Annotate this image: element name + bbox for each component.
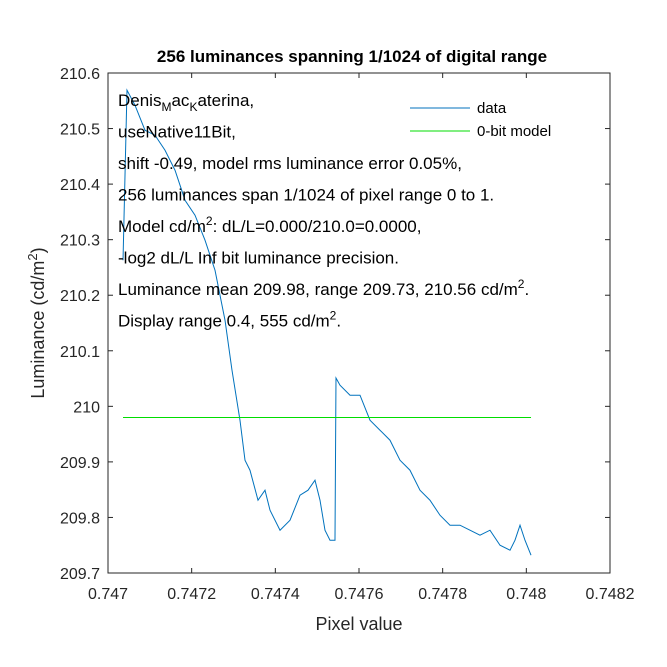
annotation: Display range 0.4, 555 cd/m2. [118,309,341,331]
text-segment: Display range 0.4, 555 cd/m [118,312,330,331]
text-segment: ) [28,247,48,253]
x-tick-label: 0.748 [506,586,546,603]
text-segment: Luminance (cd/m [28,261,48,399]
text-segment: aterina, [197,91,254,110]
y-tick-label: 210.6 [60,66,100,83]
text-segment: shift -0.49, model rms luminance error 0… [118,154,462,173]
annotation: shift -0.49, model rms luminance error 0… [118,154,462,173]
text-segment: 2 [330,309,337,323]
y-tick-label: 210.1 [60,344,100,361]
text-segment: ac [171,91,189,110]
text-segment: Model cd/m [118,217,206,236]
text-segment: -log2 dL/L Inf bit luminance precision. [118,249,399,268]
y-tick-label: 209.9 [60,455,100,472]
x-tick-label: 0.7474 [251,586,300,603]
y-tick-label: 210.3 [60,233,100,250]
y-tick-label: 209.7 [60,566,100,583]
x-axis-label: Pixel value [315,614,402,634]
y-tick-label: 209.8 [60,510,100,527]
annotation: 256 luminances span 1/1024 of pixel rang… [118,186,494,205]
y-tick-label: 210.2 [60,288,100,305]
legend-label: 0-bit model [477,123,551,140]
text-segment: . [336,312,341,331]
annotation: DenisMacKaterina, [118,91,254,114]
annotation: useNative11Bit, [118,123,236,142]
text-segment: 2 [25,253,40,260]
annotation: Model cd/m2: dL/L=0.000/210.0=0.0000, [118,214,421,236]
x-tick-label: 0.747 [88,586,128,603]
y-tick-label: 210.5 [60,122,100,139]
data-line [122,88,532,556]
text-segment: useNative11Bit, [118,123,236,142]
y-tick-label: 210 [73,399,100,416]
y-tick-label: 210.4 [60,177,100,194]
x-tick-label: 0.7476 [335,586,384,603]
x-tick-label: 0.7478 [418,586,467,603]
text-segment: 256 luminances span 1/1024 of pixel rang… [118,186,494,205]
chart-title: 256 luminances spanning 1/1024 of digita… [157,47,547,66]
x-tick-label: 0.7482 [586,586,635,603]
text-segment: Luminance mean 209.98, range 209.73, 210… [118,280,518,299]
text-segment: Denis [118,91,161,110]
text-segment: 2 [518,277,525,291]
text-segment: 2 [206,214,213,228]
annotation: -log2 dL/L Inf bit luminance precision. [118,249,399,268]
legend-label: data [477,100,507,117]
text-segment: . [524,280,529,299]
text-segment: K [189,100,197,114]
text-segment: M [161,100,171,114]
x-tick-label: 0.7472 [167,586,216,603]
y-axis-label: Luminance (cd/m2) [25,247,48,398]
text-segment: : dL/L=0.000/210.0=0.0000, [213,217,422,236]
annotation: Luminance mean 209.98, range 209.73, 210… [118,277,529,299]
